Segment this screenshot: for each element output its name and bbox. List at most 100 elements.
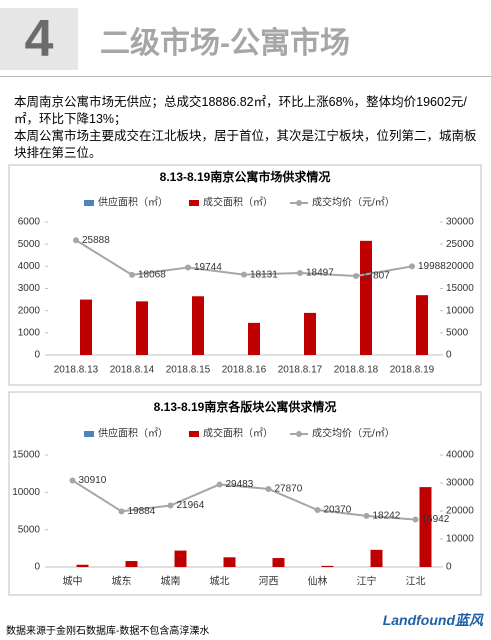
data-label: 27870	[275, 484, 303, 495]
y-tick-label: 5000	[18, 239, 41, 250]
point	[297, 269, 303, 276]
y2-tick-label: 20000	[446, 261, 474, 272]
x-tick-label: 河西	[259, 576, 279, 588]
bar	[416, 295, 428, 355]
point	[409, 263, 415, 270]
legend-swatch	[189, 431, 199, 437]
y-tick-label: 6000	[18, 217, 41, 228]
logo: Landfound蓝风	[382, 612, 483, 628]
point	[265, 485, 272, 492]
divider	[0, 76, 491, 77]
data-label: 16942	[422, 514, 450, 525]
legend-swatch	[84, 200, 94, 206]
x-tick-label: 2018.8.13	[54, 365, 99, 376]
data-label: 18497	[306, 268, 334, 279]
point	[216, 481, 223, 488]
point	[73, 237, 79, 244]
y-tick-label: 15000	[12, 450, 40, 461]
legend-label: 供应面积（㎡）	[98, 427, 168, 440]
y-tick-label: 3000	[18, 283, 41, 294]
bar	[370, 549, 383, 567]
chart-frame	[8, 164, 482, 386]
data-label: 18131	[250, 269, 278, 280]
x-tick-label: 城北	[210, 576, 230, 588]
x-tick-label: 城南	[161, 575, 181, 588]
x-tick-label: 城东	[112, 575, 132, 588]
legend-label: 成交均价（元/㎡）	[312, 427, 395, 440]
data-label: 18242	[373, 511, 401, 522]
y-tick-label: 1000	[18, 327, 41, 338]
paragraph: 本周南京公寓市场无供应；总成交18886.82㎡，环比上涨68%，整体均价196…	[14, 95, 467, 126]
chart-frame	[8, 391, 482, 596]
source-note: 数据来源于金刚石数据库-数据不包含高淳溧水	[6, 626, 210, 637]
point	[314, 506, 321, 513]
x-tick-label: 2018.8.17	[278, 365, 323, 376]
chart-title: 8.13-8.19南京公寓市场供求情况	[160, 169, 331, 184]
x-tick-label: 江北	[406, 576, 426, 588]
data-label: 21964	[177, 500, 205, 511]
data-label: 19988	[418, 261, 446, 272]
point	[412, 516, 419, 523]
point	[118, 508, 125, 515]
point	[167, 502, 174, 509]
y2-tick-label: 30000	[446, 217, 474, 228]
data-label: 20370	[324, 505, 352, 516]
bar	[136, 301, 148, 355]
data-label: 19884	[128, 506, 156, 517]
bar	[192, 296, 204, 355]
legend-swatch	[84, 431, 94, 437]
bar	[272, 558, 285, 567]
x-tick-label: 城中	[63, 575, 83, 588]
data-label: 17807	[362, 271, 390, 282]
x-tick-label: 2018.8.18	[334, 365, 379, 376]
point	[69, 477, 76, 484]
legend-label: 成交面积（㎡）	[203, 427, 273, 440]
bar	[223, 557, 236, 567]
bar	[125, 561, 138, 567]
point	[363, 512, 370, 519]
y2-tick-label: 0	[446, 350, 452, 361]
y2-tick-label: 20000	[446, 506, 474, 517]
chart-title: 8.13-8.19南京各版块公寓供求情况	[154, 399, 337, 414]
data-label: 19744	[194, 262, 222, 273]
bar	[76, 564, 89, 567]
data-label: 29483	[226, 479, 254, 490]
y2-tick-label: 30000	[446, 478, 474, 489]
bar	[174, 550, 187, 567]
charts: 8.13-8.19南京公寓市场供求情况 0 1000 2000 3000 4000 5000…	[8, 164, 482, 596]
bar	[419, 487, 432, 567]
legend-label: 供应面积（㎡）	[98, 196, 168, 209]
y2-tick-label: 25000	[446, 239, 474, 250]
x-tick-label: 2018.8.19	[390, 365, 435, 376]
y-tick-label: 10000	[12, 487, 40, 498]
legend-swatch	[296, 200, 302, 206]
point	[185, 264, 191, 271]
y2-tick-label: 10000	[446, 534, 474, 545]
legend-label: 成交面积（㎡）	[203, 196, 273, 209]
paragraph: 本周公寓市场主要成交在江北板块，居于首位，其次是江宁板块，位列第二，城南板块排在…	[14, 129, 477, 160]
x-tick-label: 2018.8.15	[166, 365, 211, 376]
y2-tick-label: 40000	[446, 450, 474, 461]
x-tick-label: 江宁	[357, 575, 377, 588]
y2-tick-label: 15000	[446, 283, 474, 294]
bar	[360, 240, 372, 355]
data-label: 18068	[138, 270, 166, 281]
data-label: 30910	[79, 475, 107, 486]
y-tick-label: 0	[34, 350, 40, 361]
data-label: 25888	[82, 235, 110, 246]
x-tick-label: 仙林	[308, 575, 328, 588]
y2-tick-label: 10000	[446, 305, 474, 316]
y-tick-label: 0	[34, 562, 40, 573]
legend-swatch	[189, 200, 199, 206]
bar	[80, 299, 92, 355]
point	[353, 273, 359, 280]
y2-tick-label: 0	[446, 562, 452, 573]
bar	[304, 312, 316, 355]
y-tick-label: 2000	[18, 305, 41, 316]
section-number: 4	[0, 8, 78, 70]
bar	[248, 322, 260, 355]
bar	[321, 565, 334, 567]
x-tick-label: 2018.8.14	[110, 365, 155, 376]
x-tick-label: 2018.8.16	[222, 365, 267, 376]
